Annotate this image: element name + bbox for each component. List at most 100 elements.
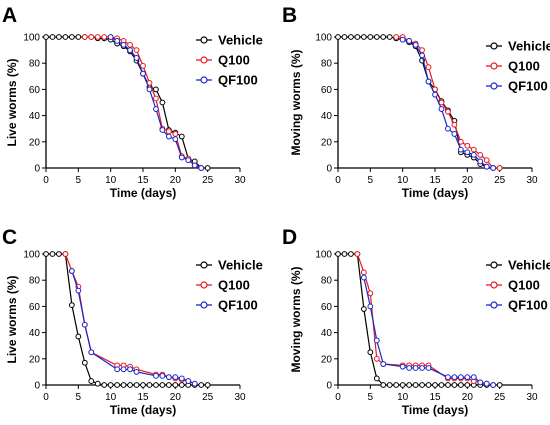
data-point-qf100 xyxy=(477,379,484,386)
y-tick-label: 20 xyxy=(321,137,333,148)
data-point-q100 xyxy=(464,142,471,149)
x-tick-label: 0 xyxy=(335,392,341,403)
data-point-vehicle xyxy=(335,34,341,40)
legend-label: QF100 xyxy=(508,79,548,94)
data-point-vehicle xyxy=(107,382,114,388)
series-line-vehicle xyxy=(46,36,208,169)
data-point-vehicle xyxy=(445,382,451,388)
data-point-vehicle xyxy=(354,34,361,40)
data-point-vehicle xyxy=(159,382,166,388)
x-tick-label: 20 xyxy=(462,175,474,186)
data-point-vehicle xyxy=(159,99,166,106)
x-tick-label: 0 xyxy=(43,175,49,186)
data-point-vehicle xyxy=(178,382,185,388)
data-point-vehicle xyxy=(360,306,367,312)
data-point-qf100 xyxy=(88,349,95,356)
x-tick-label: 10 xyxy=(397,392,409,403)
data-point-vehicle xyxy=(153,382,159,388)
data-point-vehicle xyxy=(68,34,75,40)
data-point-vehicle xyxy=(496,382,503,388)
legend-label: Q100 xyxy=(508,59,540,74)
data-point-vehicle xyxy=(153,86,159,93)
data-point-q100 xyxy=(360,269,367,276)
data-point-qf100 xyxy=(68,268,75,274)
data-point-qf100 xyxy=(451,131,458,137)
data-point-qf100 xyxy=(114,366,121,373)
data-point-vehicle xyxy=(425,382,432,388)
data-point-qf100 xyxy=(165,374,172,381)
y-tick-label: 60 xyxy=(321,85,333,96)
data-point-qf100 xyxy=(133,369,140,375)
y-axis-title: Moving worms (%) xyxy=(289,266,303,372)
chart-panel-b: B 0 5 10 15 20 25 30 0 20 40 60 80 100 Time (days) Movi… xyxy=(282,4,550,200)
data-point-q100 xyxy=(393,34,400,40)
legend-marker xyxy=(490,82,498,90)
legend-marker xyxy=(490,261,498,269)
data-point-vehicle xyxy=(133,382,140,388)
data-point-qf100 xyxy=(178,154,185,161)
data-point-qf100 xyxy=(146,86,153,93)
y-tick-label: 100 xyxy=(23,33,40,44)
data-point-vehicle xyxy=(172,382,179,388)
x-tick-label: 10 xyxy=(105,175,117,186)
legend-marker xyxy=(490,281,498,289)
data-point-q100 xyxy=(483,157,490,164)
data-point-vehicle xyxy=(49,251,56,257)
y-axis-title: Live worms (%) xyxy=(5,275,19,363)
data-point-qf100 xyxy=(406,365,413,371)
x-tick-label: 15 xyxy=(137,175,149,186)
x-tick-label: 5 xyxy=(76,392,82,403)
x-tick-label: 20 xyxy=(170,175,182,186)
legend-marker xyxy=(490,62,498,70)
data-point-vehicle xyxy=(399,382,406,388)
y-tick-label: 80 xyxy=(321,276,333,287)
data-point-vehicle xyxy=(412,382,419,388)
data-point-vehicle xyxy=(43,251,49,257)
data-point-vehicle xyxy=(438,382,445,388)
series-line-qf100 xyxy=(402,39,494,169)
legend-marker xyxy=(200,56,208,64)
panel-letter: C xyxy=(2,226,17,249)
data-point-qf100 xyxy=(477,158,484,165)
data-point-qf100 xyxy=(153,106,159,112)
x-tick-label: 5 xyxy=(368,392,374,403)
data-point-qf100 xyxy=(360,274,367,281)
y-tick-label: 40 xyxy=(29,111,41,122)
x-tick-label: 30 xyxy=(234,175,246,186)
data-point-qf100 xyxy=(399,363,406,370)
y-tick-label: 80 xyxy=(29,276,41,287)
x-tick-label: 10 xyxy=(105,392,117,403)
series-line-q100 xyxy=(396,36,500,169)
legend-label: Q100 xyxy=(218,53,250,68)
series-line-qf100 xyxy=(71,270,195,385)
data-point-qf100 xyxy=(367,303,374,310)
data-point-qf100 xyxy=(432,91,438,98)
data-point-qf100 xyxy=(490,382,497,388)
x-tick-label: 5 xyxy=(76,175,82,186)
legend-label: Vehicle xyxy=(218,33,263,48)
data-point-qf100 xyxy=(419,365,425,371)
y-tick-label: 20 xyxy=(29,354,41,365)
data-point-vehicle xyxy=(386,382,393,388)
data-point-vehicle xyxy=(198,382,205,388)
data-point-qf100 xyxy=(159,127,166,133)
data-point-q100 xyxy=(354,251,361,257)
chart-panel-c: C 0 5 10 15 20 25 30 0 20 40 60 80 100 Time (days) Live… xyxy=(2,226,263,417)
data-point-qf100 xyxy=(159,372,166,379)
series-line-q100 xyxy=(84,36,202,169)
y-axis-title: Live worms (%) xyxy=(5,58,19,146)
x-axis-title: Time (days) xyxy=(402,403,468,417)
data-point-qf100 xyxy=(412,41,419,48)
data-point-vehicle xyxy=(165,382,172,388)
data-point-qf100 xyxy=(457,146,464,153)
data-point-q100 xyxy=(62,251,69,257)
y-tick-label: 0 xyxy=(326,164,332,175)
data-point-qf100 xyxy=(198,165,205,171)
data-point-qf100 xyxy=(457,374,464,381)
data-point-vehicle xyxy=(360,34,367,40)
data-point-qf100 xyxy=(81,321,88,328)
data-point-q100 xyxy=(477,152,484,158)
legend-label: Vehicle xyxy=(218,258,263,273)
data-point-vehicle xyxy=(68,302,75,308)
x-tick-label: 15 xyxy=(429,175,441,186)
